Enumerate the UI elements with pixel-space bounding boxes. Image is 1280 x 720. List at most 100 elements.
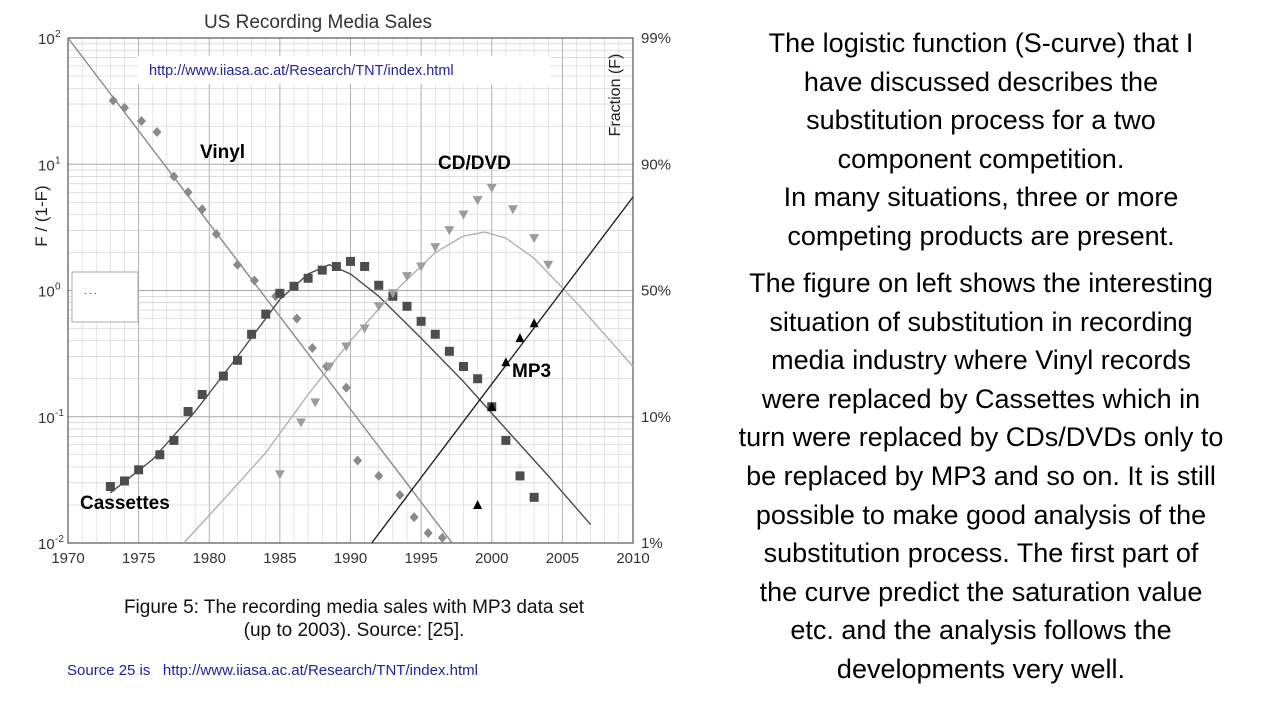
para2-line: media industry where Vinyl records xyxy=(771,345,1191,376)
legend-box xyxy=(71,271,139,323)
x-tick-label: 1975 xyxy=(122,550,155,567)
data-point-cassettes xyxy=(289,281,299,291)
data-point-vinyl xyxy=(136,116,146,127)
y-tick-label-base: 10 xyxy=(38,410,55,427)
data-point-cassettes xyxy=(430,329,440,339)
legend-dots: . . . xyxy=(84,286,97,296)
para2-line: were replaced by Cassettes which in xyxy=(761,383,1201,414)
data-point-cd-dvd xyxy=(529,234,540,244)
para1-line: The logistic function (S-curve) that I xyxy=(768,28,1194,58)
para1-line: component competition. xyxy=(837,143,1125,174)
x-tick-label: 1970 xyxy=(51,550,84,567)
y-tick-label-base: 10 xyxy=(38,31,55,48)
data-point-vinyl xyxy=(169,171,179,182)
data-point-cd-dvd xyxy=(472,196,483,206)
data-point-vinyl xyxy=(395,489,405,500)
data-point-cd-dvd xyxy=(310,398,321,408)
x-tick-label: 1990 xyxy=(334,550,367,567)
data-point-vinyl xyxy=(233,259,242,270)
data-point-cassettes xyxy=(247,329,257,339)
data-point-cassettes xyxy=(374,280,384,290)
data-point-cassettes xyxy=(155,450,165,460)
data-point-vinyl xyxy=(197,204,207,215)
data-point-mp3 xyxy=(501,357,511,367)
label-mp3: MP3 xyxy=(512,361,551,382)
x-tick-label: 2010 xyxy=(616,550,649,567)
para2-line: The figure on left shows the interesting xyxy=(749,268,1213,298)
data-point-vinyl xyxy=(120,102,129,113)
data-point-cd-dvd xyxy=(359,324,370,334)
y-tick-label-exponent: 1 xyxy=(55,155,61,166)
label-vinyl: Vinyl xyxy=(200,142,245,163)
x-tick-label: 1985 xyxy=(263,550,296,567)
data-point-cassettes xyxy=(134,465,144,475)
label-cd-dvd: CD/DVD xyxy=(438,153,511,174)
y-tick-label-base: 10 xyxy=(38,536,55,553)
data-point-cassettes xyxy=(218,371,228,381)
data-point-cassettes xyxy=(473,374,483,384)
description-paragraph-1: The logistic function (S-curve) that I h… xyxy=(692,24,1270,256)
para1-line: substitution process for a two xyxy=(806,105,1156,136)
y-tick-label-exponent: 2 xyxy=(55,29,61,40)
data-point-vinyl xyxy=(341,382,351,393)
data-point-mp3 xyxy=(515,333,525,343)
label-cassettes: Cassettes xyxy=(80,493,170,514)
para2-line: situation of substitution in recording xyxy=(769,306,1193,337)
y-tick-label-right: 99% xyxy=(641,30,671,47)
data-point-cassettes xyxy=(416,316,426,326)
data-point-vinyl xyxy=(292,313,302,324)
caption-line-1: Figure 5: The recording media sales with… xyxy=(123,597,585,618)
data-point-mp3 xyxy=(529,318,539,328)
data-point-vinyl xyxy=(211,229,221,240)
y-tick-label-base: 10 xyxy=(38,157,55,174)
data-point-vinyl xyxy=(353,455,363,466)
data-point-cd-dvd xyxy=(486,183,497,193)
data-point-vinyl xyxy=(423,528,433,539)
data-point-cassettes xyxy=(105,482,115,492)
y-tick-label-exponent: -1 xyxy=(55,408,64,419)
data-point-cd-dvd xyxy=(402,272,412,282)
data-point-cassettes xyxy=(317,265,327,275)
x-tick-label: 2005 xyxy=(546,550,579,567)
data-point-cd-dvd xyxy=(458,210,469,220)
data-point-cd-dvd xyxy=(444,226,455,236)
fit-line xyxy=(371,196,634,544)
para2-line: possible to make good analysis of the xyxy=(755,499,1207,530)
data-point-cd-dvd xyxy=(274,470,285,480)
data-point-cd-dvd xyxy=(341,342,352,352)
data-point-cassettes xyxy=(169,435,179,445)
y-tick-label-exponent: 0 xyxy=(55,282,61,293)
y-tick-label-right: 1% xyxy=(641,535,663,552)
data-point-vinyl xyxy=(437,532,447,543)
data-point-vinyl xyxy=(409,512,419,523)
para2-line: the curve predict the saturation value xyxy=(759,576,1203,607)
data-point-cassettes xyxy=(501,435,511,445)
data-point-cassettes xyxy=(360,261,370,271)
plot-frame xyxy=(67,37,634,544)
data-point-cd-dvd xyxy=(430,243,441,253)
para2-line: be replaced by MP3 and so on. It is stil… xyxy=(746,460,1216,491)
data-point-cd-dvd xyxy=(296,418,307,428)
data-point-cassettes xyxy=(261,309,271,319)
data-point-vinyl xyxy=(374,470,384,481)
data-point-cassettes xyxy=(275,288,285,298)
data-point-cd-dvd xyxy=(373,302,384,312)
data-point-cassettes xyxy=(233,355,242,365)
y-tick-label-right: 10% xyxy=(641,409,671,426)
chart-title: US Recording Media Sales xyxy=(204,12,432,33)
data-point-vinyl xyxy=(307,343,317,354)
y-tick-label-right: 90% xyxy=(641,156,671,173)
data-point-cassettes xyxy=(459,362,468,372)
para1-line: have discussed describes the xyxy=(803,66,1159,97)
x-tick-label: 2000 xyxy=(475,550,508,567)
caption-line-2: (up to 2003). Source: [25]. xyxy=(243,620,465,641)
para2-line: developments very well. xyxy=(836,653,1126,684)
y-axis-label-right: Fraction (F) xyxy=(607,54,624,137)
para1-line: In many situations, three or more xyxy=(783,182,1179,213)
para1-line: competing products are present. xyxy=(787,220,1175,251)
data-point-cassettes xyxy=(331,261,341,271)
para2-line: turn were replaced by CDs/DVDs only to xyxy=(738,422,1224,453)
y-axis-label-left: F / (1-F) xyxy=(32,185,51,246)
data-point-vinyl xyxy=(249,275,259,286)
x-tick-label: 1995 xyxy=(404,550,437,567)
